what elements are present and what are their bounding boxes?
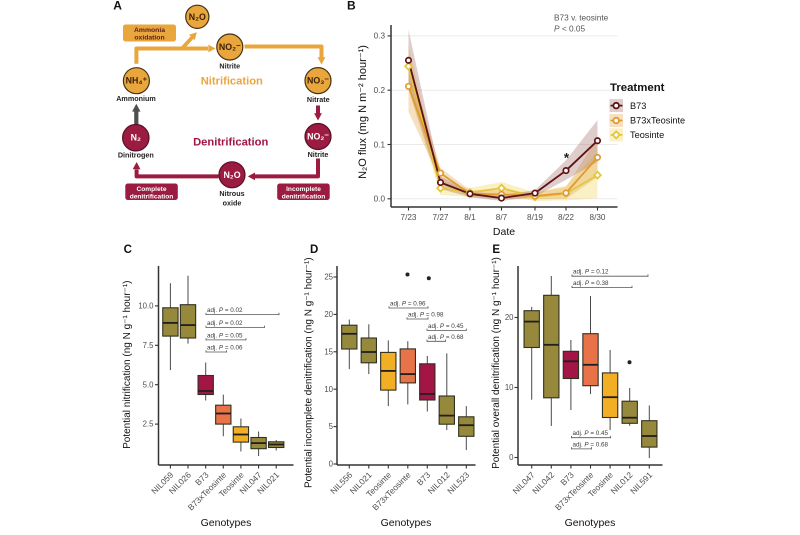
svg-text:adj. P = 0.06: adj. P = 0.06 <box>207 345 243 352</box>
svg-text:2.5: 2.5 <box>143 420 155 429</box>
svg-text:10.0: 10.0 <box>138 302 154 311</box>
svg-text:adj. P = 0.02: adj. P = 0.02 <box>207 320 243 327</box>
svg-text:Denitrification: Denitrification <box>193 136 268 148</box>
svg-text:7/23: 7/23 <box>401 213 417 222</box>
svg-text:oxide: oxide <box>223 198 242 207</box>
svg-text:A: A <box>113 0 122 13</box>
svg-text:Date: Date <box>493 226 515 238</box>
svg-text:B73 v. teosinte: B73 v. teosinte <box>554 13 609 23</box>
svg-text:Nitrification: Nitrification <box>201 75 263 87</box>
svg-text:B73: B73 <box>630 101 646 111</box>
svg-text:adj. P = 0.45: adj. P = 0.45 <box>428 323 464 330</box>
svg-text:8/1: 8/1 <box>464 213 476 222</box>
svg-text:*: * <box>564 151 570 166</box>
svg-text:Potential overall denitrificat: Potential overall denitrification (ng N … <box>491 257 502 469</box>
svg-text:25: 25 <box>324 273 333 282</box>
svg-text:Teosinte: Teosinte <box>630 130 664 140</box>
svg-text:N₂O flux (mg N m⁻² hour⁻¹): N₂O flux (mg N m⁻² hour⁻¹) <box>357 45 369 179</box>
svg-text:Potential nitrification (ng N: Potential nitrification (ng N g⁻¹ hour⁻¹… <box>122 280 133 448</box>
svg-text:Complete: Complete <box>136 186 166 193</box>
svg-text:Incomplete: Incomplete <box>286 186 321 193</box>
svg-text:Genotypes: Genotypes <box>201 517 252 529</box>
svg-text:D: D <box>310 244 318 256</box>
svg-text:C: C <box>124 244 132 256</box>
svg-text:adj. P = 0.12: adj. P = 0.12 <box>573 269 609 276</box>
svg-text:5: 5 <box>329 422 334 431</box>
svg-text:Genotypes: Genotypes <box>565 517 616 529</box>
svg-text:NO₂⁻: NO₂⁻ <box>307 132 329 142</box>
svg-text:adj. P = 0.68: adj. P = 0.68 <box>573 441 609 448</box>
svg-text:0.1: 0.1 <box>374 140 386 149</box>
svg-text:Ammonium: Ammonium <box>116 94 156 103</box>
svg-text:N₂O: N₂O <box>189 12 206 22</box>
svg-text:0: 0 <box>329 460 334 469</box>
svg-text:adj. P = 0.68: adj. P = 0.68 <box>428 334 464 341</box>
svg-text:B73xTeosinte: B73xTeosinte <box>630 116 685 126</box>
svg-text:0.2: 0.2 <box>374 86 386 95</box>
svg-text:NO₂⁻: NO₂⁻ <box>219 42 241 52</box>
svg-text:10: 10 <box>324 385 333 394</box>
svg-text:P < 0.05: P < 0.05 <box>554 24 586 34</box>
svg-text:adj. P = 0.45: adj. P = 0.45 <box>573 430 609 437</box>
svg-text:10: 10 <box>505 383 514 392</box>
svg-text:denitrification: denitrification <box>282 193 326 200</box>
svg-text:Potential incomplete denitrifi: Potential incomplete denitrification (ng… <box>304 257 315 488</box>
svg-text:E: E <box>492 244 500 256</box>
svg-text:0.0: 0.0 <box>374 195 386 204</box>
svg-text:20: 20 <box>324 310 333 319</box>
svg-text:Nitrous: Nitrous <box>219 189 244 198</box>
svg-text:adj. P = 0.96: adj. P = 0.96 <box>390 301 426 308</box>
svg-text:15: 15 <box>324 347 333 356</box>
svg-text:7/27: 7/27 <box>433 213 449 222</box>
svg-text:NO₃⁻: NO₃⁻ <box>307 76 329 86</box>
svg-text:7.5: 7.5 <box>143 341 155 350</box>
svg-text:Nitrite: Nitrite <box>219 61 240 70</box>
svg-text:Nitrite: Nitrite <box>308 150 329 159</box>
svg-text:Treatment: Treatment <box>610 82 665 94</box>
svg-text:0: 0 <box>509 453 514 462</box>
svg-text:B: B <box>347 0 356 13</box>
svg-text:8/30: 8/30 <box>590 213 606 222</box>
svg-text:Dinitrogen: Dinitrogen <box>118 150 154 159</box>
svg-text:Ammonia: Ammonia <box>134 27 165 34</box>
svg-text:8/7: 8/7 <box>496 213 508 222</box>
svg-text:Nitrate: Nitrate <box>307 95 330 104</box>
svg-text:adj. P = 0.02: adj. P = 0.02 <box>207 307 243 314</box>
svg-text:N₂O: N₂O <box>223 170 240 180</box>
svg-text:denitrification: denitrification <box>130 193 174 200</box>
svg-text:5.0: 5.0 <box>143 380 155 389</box>
svg-text:NH₄⁺: NH₄⁺ <box>126 76 148 86</box>
svg-text:Genotypes: Genotypes <box>381 517 432 529</box>
svg-text:8/22: 8/22 <box>558 213 574 222</box>
svg-text:20: 20 <box>505 313 514 322</box>
svg-text:adj. P = 0.05: adj. P = 0.05 <box>207 332 243 339</box>
svg-text:oxidation: oxidation <box>134 35 164 42</box>
svg-text:adj. P = 0.38: adj. P = 0.38 <box>573 280 609 287</box>
svg-text:0.3: 0.3 <box>374 32 386 41</box>
svg-text:8/19: 8/19 <box>527 213 543 222</box>
svg-text:adj. P = 0.98: adj. P = 0.98 <box>408 312 444 319</box>
svg-text:N₂: N₂ <box>131 133 141 143</box>
